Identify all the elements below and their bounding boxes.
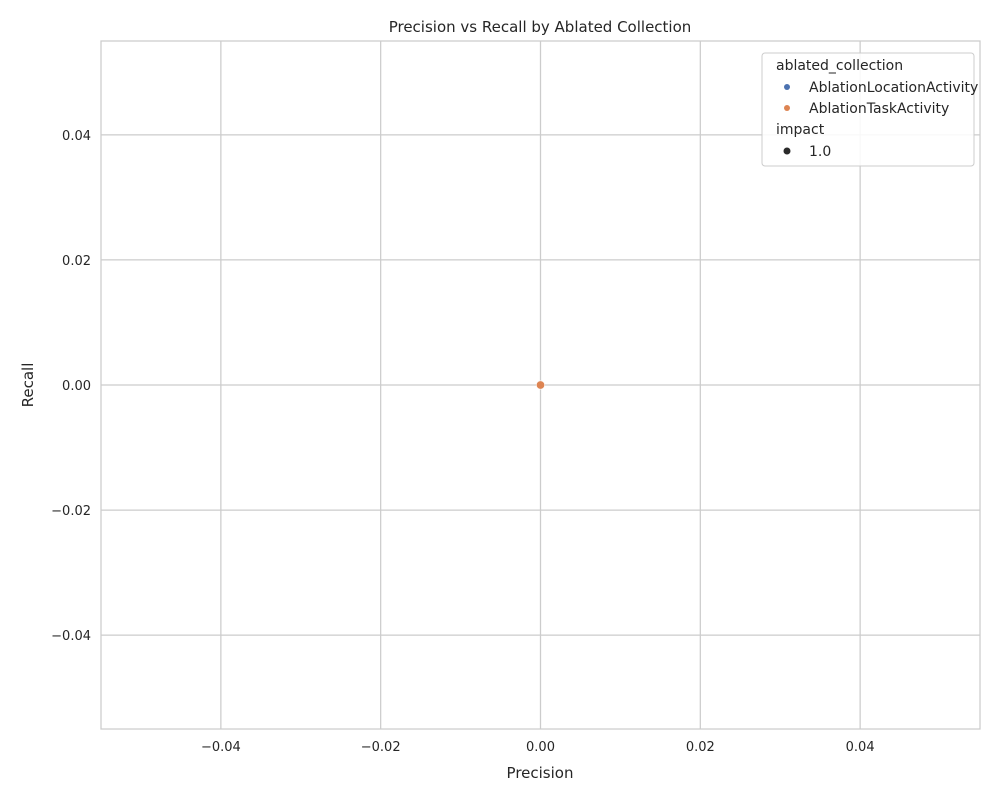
legend: ablated_collection AblationLocationActiv… (761, 52, 978, 167)
legend-box (761, 52, 975, 167)
x-tick-label: −0.02 (361, 740, 401, 755)
y-tick-label: 0.02 (62, 254, 91, 269)
y-tick-label: 0.04 (62, 129, 91, 144)
data-point-series-1 (535, 380, 545, 390)
legend-hue-title: ablated_collection (776, 58, 903, 74)
chart-title: Precision vs Recall by Ablated Collectio… (389, 18, 692, 36)
grid-lines (101, 41, 980, 729)
y-axis-label: Recall (19, 363, 37, 408)
legend-marker-location-activity (784, 84, 790, 90)
y-tick-label: −0.02 (51, 504, 91, 519)
legend-label-task-activity: AblationTaskActivity (809, 101, 949, 117)
x-tick-label: 0.02 (686, 740, 715, 755)
legend-size-title: impact (776, 122, 825, 138)
x-tick-label: 0.04 (846, 740, 875, 755)
y-tick-labels: −0.04 −0.02 0.00 0.02 0.04 (51, 129, 91, 644)
x-tick-label: 0.00 (526, 740, 555, 755)
x-axis-label: Precision (507, 764, 574, 782)
legend-label-impact: 1.0 (809, 144, 831, 160)
legend-marker-task-activity (784, 105, 790, 111)
legend-label-location-activity: AblationLocationActivity (809, 80, 978, 96)
data-points (535, 380, 545, 390)
x-tick-labels: −0.04 −0.02 0.00 0.02 0.04 (201, 740, 875, 755)
y-tick-label: −0.04 (51, 629, 91, 644)
x-tick-label: −0.04 (201, 740, 241, 755)
legend-marker-impact (783, 147, 791, 155)
y-tick-label: 0.00 (62, 379, 91, 394)
